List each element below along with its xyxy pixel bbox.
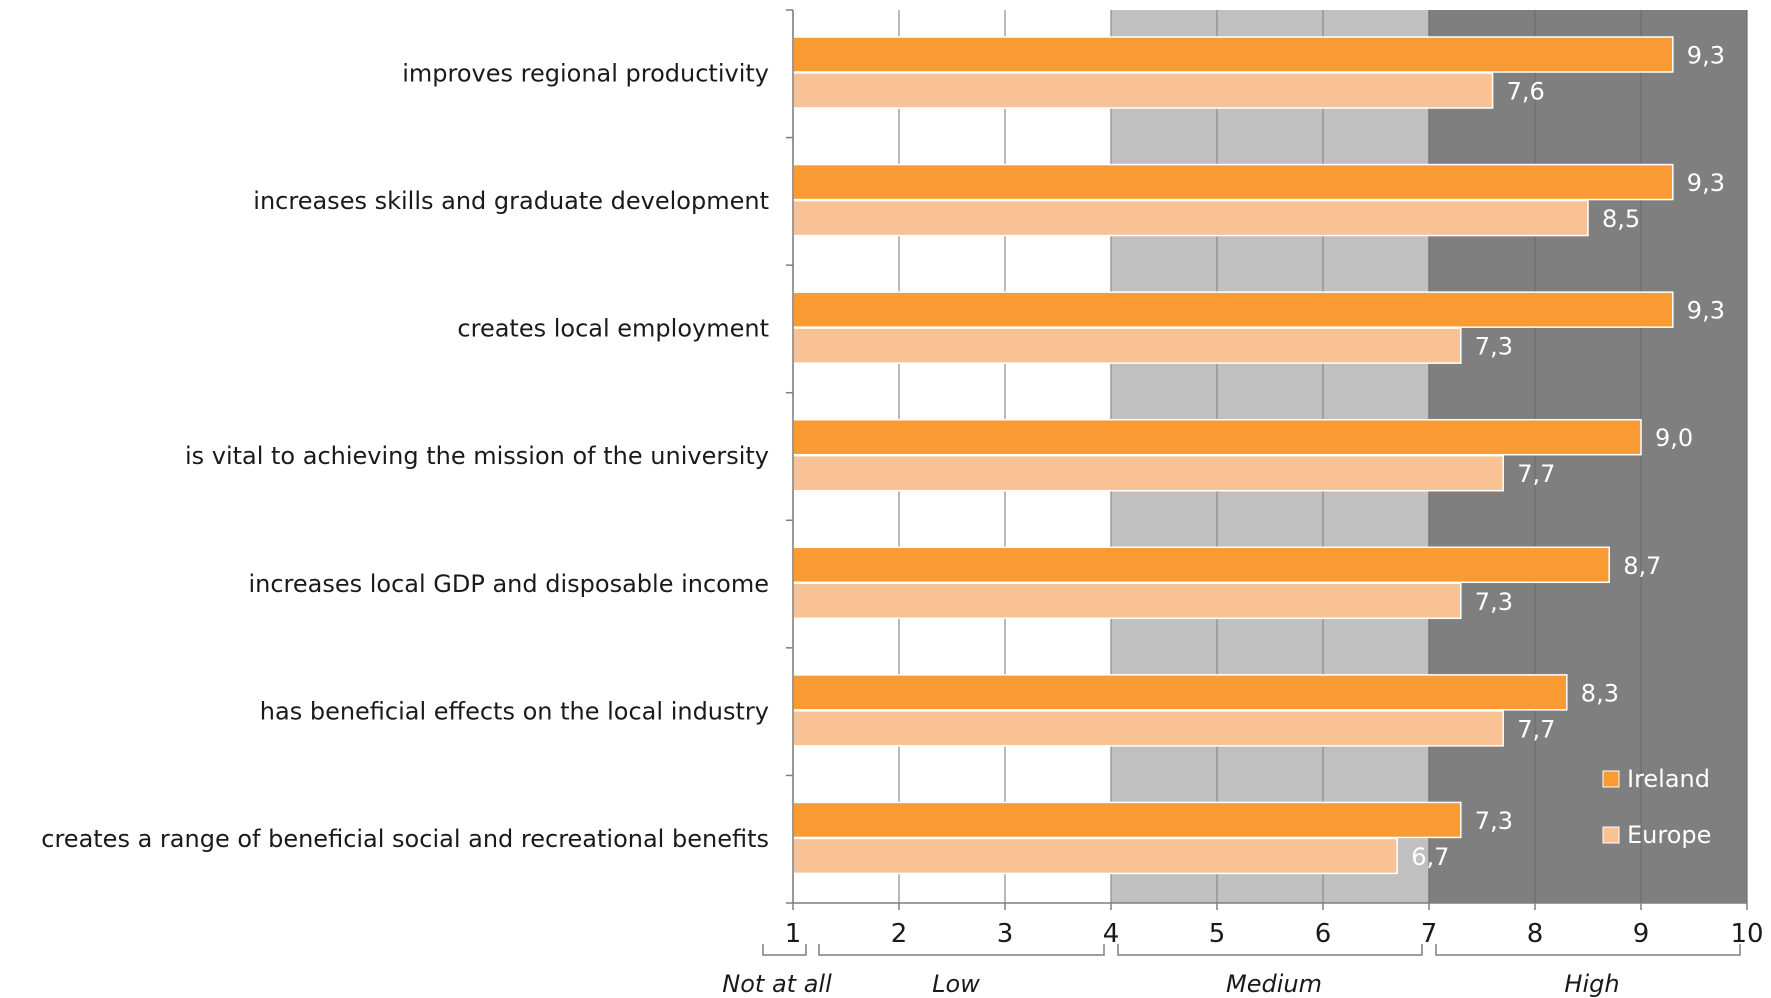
bar-europe-3 [793, 456, 1503, 491]
bar-ireland-2 [793, 292, 1673, 327]
bar-ireland-0 [793, 37, 1673, 72]
x-tick-label-1: 1 [785, 919, 802, 949]
x-tick-label-5: 5 [1209, 919, 1226, 949]
x-tick-label-8: 8 [1527, 919, 1544, 949]
bar-europe-2 [793, 328, 1461, 363]
x-tick-label-2: 2 [891, 919, 908, 949]
value-label-europe-4: 7,3 [1475, 588, 1513, 616]
value-label-europe-1: 8,5 [1602, 205, 1640, 233]
x-tick-label-9: 9 [1633, 919, 1650, 949]
value-label-ireland-5: 8,3 [1581, 679, 1619, 707]
value-label-ireland-1: 9,3 [1687, 169, 1725, 197]
legend-label-europe: Europe [1627, 821, 1711, 849]
bar-europe-0 [793, 73, 1493, 108]
x-tick-label-6: 6 [1315, 919, 1332, 949]
bar-europe-1 [793, 201, 1588, 236]
value-label-ireland-2: 9,3 [1687, 297, 1725, 325]
zone-label-0: Not at all [722, 970, 832, 998]
x-tick-label-10: 10 [1730, 919, 1763, 949]
zone-label-3: High [1564, 970, 1619, 998]
bar-ireland-4 [793, 547, 1609, 582]
zone-bracket-2 [1118, 944, 1422, 955]
value-label-europe-3: 7,7 [1517, 460, 1555, 488]
bar-ireland-3 [793, 420, 1641, 455]
legend-label-ireland: Ireland [1627, 765, 1710, 793]
value-label-ireland-0: 9,3 [1687, 42, 1725, 70]
value-label-europe-0: 7,6 [1507, 78, 1545, 106]
bar-ireland-5 [793, 675, 1567, 710]
value-label-ireland-6: 7,3 [1475, 807, 1513, 835]
category-label-0: improves regional productivity [402, 60, 769, 88]
category-label-1: increases skills and graduate developmen… [253, 187, 769, 215]
zone-label-1: Low [932, 970, 980, 998]
bar-ireland-1 [793, 165, 1673, 200]
category-label-5: has beneficial effects on the local indu… [260, 697, 769, 725]
category-label-6: creates a range of beneficial social and… [41, 825, 769, 853]
x-tick-label-4: 4 [1103, 919, 1120, 949]
zone-label-2: Medium [1226, 970, 1322, 998]
bar-europe-4 [793, 583, 1461, 618]
value-label-europe-6: 6,7 [1411, 843, 1449, 871]
category-label-2: creates local employment [457, 315, 769, 343]
bar-europe-5 [793, 711, 1503, 746]
category-label-3: is vital to achieving the mission of the… [185, 442, 769, 470]
x-tick-label-3: 3 [997, 919, 1014, 949]
x-tick-label-7: 7 [1421, 919, 1438, 949]
legend-swatch-europe [1603, 827, 1619, 843]
zone-bracket-3 [1436, 944, 1740, 955]
value-label-europe-2: 7,3 [1475, 333, 1513, 361]
value-label-ireland-4: 8,7 [1623, 552, 1661, 580]
legend-swatch-ireland [1603, 771, 1619, 787]
value-label-europe-5: 7,7 [1517, 715, 1555, 743]
category-label-4: increases local GDP and disposable incom… [248, 570, 769, 598]
zone-bracket-1 [819, 944, 1104, 955]
bar-ireland-6 [793, 802, 1461, 837]
value-label-ireland-3: 9,0 [1655, 424, 1693, 452]
bar-europe-6 [793, 838, 1397, 873]
